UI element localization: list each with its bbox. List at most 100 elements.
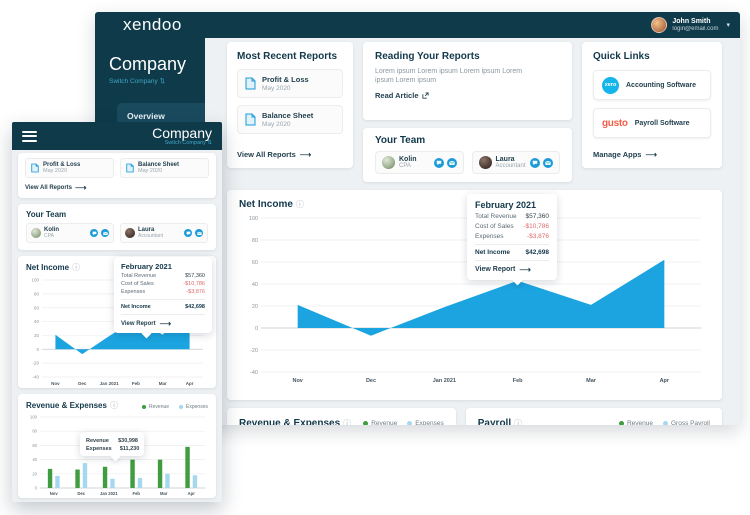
chat-icon xyxy=(186,231,190,235)
view-report-link[interactable]: View Report ⟶ xyxy=(475,265,531,274)
svg-text:Feb: Feb xyxy=(132,381,140,386)
report-profit-loss[interactable]: Profit & Loss May 2020 xyxy=(237,69,343,98)
svg-text:Mar: Mar xyxy=(160,491,168,496)
read-article-link[interactable]: Read Article xyxy=(375,91,560,100)
report-balance-sheet[interactable]: Balance Sheet May 2020 xyxy=(237,105,343,134)
svg-text:Apr: Apr xyxy=(660,378,670,384)
svg-text:40: 40 xyxy=(32,457,37,462)
xero-link[interactable]: xero Accounting Software xyxy=(593,70,711,100)
info-icon[interactable]: ⓘ xyxy=(295,200,304,209)
team-member-kolin[interactable]: Kolin CPA xyxy=(375,151,464,174)
company-title: Company xyxy=(152,125,212,141)
chat-button[interactable] xyxy=(530,157,540,168)
chevron-down-icon[interactable]: ▾ xyxy=(726,22,730,29)
most-recent-reports-card: Most Recent Reports Profit & Loss May 20… xyxy=(227,42,353,168)
svg-text:60: 60 xyxy=(252,260,258,266)
email-button[interactable] xyxy=(543,157,553,168)
main-content: Most Recent Reports Profit & Loss May 20… xyxy=(205,38,740,425)
svg-text:Nov: Nov xyxy=(292,378,303,384)
view-all-reports-link[interactable]: View All Reports ⟶ xyxy=(237,150,312,159)
info-icon[interactable]: ⓘ xyxy=(72,263,81,272)
mobile-your-team-card: Your Team Kolin CPA xyxy=(18,204,216,250)
team-member-kolin[interactable]: Kolin CPA xyxy=(26,223,114,243)
xendoo-logo: xendoo xyxy=(123,15,182,34)
svg-text:60: 60 xyxy=(34,305,40,310)
svg-text:60: 60 xyxy=(32,443,37,448)
chat-icon xyxy=(92,231,96,235)
switch-icon: ⇅ xyxy=(159,78,166,85)
card-title: Net Income ⓘ xyxy=(239,199,304,210)
chat-icon xyxy=(436,160,441,165)
team-member-laura[interactable]: Laura Accountant xyxy=(471,151,560,174)
svg-text:0: 0 xyxy=(255,326,258,332)
svg-text:-40: -40 xyxy=(32,375,39,380)
chat-button[interactable] xyxy=(90,229,98,237)
user-menu[interactable]: John Smith login@email.com ▾ xyxy=(651,17,730,33)
svg-text:100: 100 xyxy=(249,216,258,222)
switch-company-link[interactable]: Switch Company ⇅ xyxy=(164,140,212,146)
chat-icon xyxy=(532,160,538,165)
net-income-tooltip: February 2021 Total Revenue $57,360 Cost … xyxy=(467,194,557,285)
info-icon[interactable]: ⓘ xyxy=(343,419,352,425)
gross-payroll-dot xyxy=(662,421,668,425)
arrow-right-icon: ⟶ xyxy=(645,150,657,159)
svg-text:20: 20 xyxy=(252,304,258,310)
svg-text:80: 80 xyxy=(252,238,258,244)
chat-button[interactable] xyxy=(433,157,444,168)
svg-text:20: 20 xyxy=(34,333,40,338)
document-icon xyxy=(31,163,39,173)
card-title: Revenue & Expenses ⓘ xyxy=(26,401,118,410)
legend: Revenue Expenses xyxy=(363,420,444,425)
gusto-logo: gusto xyxy=(602,117,628,129)
svg-text:Feb: Feb xyxy=(513,378,523,384)
svg-text:Dec: Dec xyxy=(77,491,85,496)
revenue-dot xyxy=(363,421,369,425)
info-icon[interactable]: ⓘ xyxy=(514,419,523,425)
email-button[interactable] xyxy=(101,229,109,237)
view-all-reports-link[interactable]: View All Reports ⟶ xyxy=(25,183,87,192)
avatar xyxy=(125,228,135,238)
svg-text:-20: -20 xyxy=(250,348,258,354)
xero-logo: xero xyxy=(602,76,619,94)
legend: Revenue Expenses xyxy=(142,404,208,410)
document-icon xyxy=(245,77,256,90)
email-icon xyxy=(196,231,202,235)
card-title: Reading Your Reports xyxy=(375,51,480,62)
article-excerpt: Lorem ipsum Lorem ipsum Lorem ipsum Lore… xyxy=(375,68,523,84)
mobile-recent-reports-card: Profit & Loss May 2020 Balance Sheet May… xyxy=(18,153,216,198)
svg-text:Dec: Dec xyxy=(366,378,376,384)
revenue-expenses-chart[interactable]: 100 80 60 40 20 0 Nov Dec Jan 2021 Feb Mar Apr xyxy=(26,413,210,497)
gusto-link[interactable]: gusto Payroll Software xyxy=(593,108,711,138)
email-button[interactable] xyxy=(195,229,203,237)
svg-text:40: 40 xyxy=(252,282,258,288)
arrow-right-icon: ⟶ xyxy=(299,150,312,159)
external-link-icon xyxy=(421,92,429,99)
svg-text:0: 0 xyxy=(35,485,38,490)
revenue-dot xyxy=(142,404,147,409)
report-balance-sheet[interactable]: Balance Sheet May 2020 xyxy=(120,158,209,178)
manage-apps-link[interactable]: Manage Apps ⟶ xyxy=(593,150,657,159)
hamburger-menu-icon[interactable] xyxy=(22,130,37,142)
report-profit-loss[interactable]: Profit & Loss May 2020 xyxy=(25,158,114,178)
svg-text:-40: -40 xyxy=(250,370,258,376)
info-icon[interactable]: ⓘ xyxy=(109,401,118,410)
svg-text:40: 40 xyxy=(34,319,40,324)
email-button[interactable] xyxy=(446,157,457,168)
switch-company-link[interactable]: Switch Company ⇅ xyxy=(109,78,166,85)
mobile-net-income-card: Net Income ⓘ 100 80 60 40 20 0 -20 -40 Nov Dec Jan … xyxy=(18,256,216,388)
avatar xyxy=(478,156,492,169)
view-report-link[interactable]: View Report ⟶ xyxy=(121,319,172,328)
arrow-right-icon: ⟶ xyxy=(75,183,87,192)
switch-icon: ⇅ xyxy=(207,140,212,146)
email-icon xyxy=(448,160,455,165)
email-icon xyxy=(545,160,551,165)
svg-text:100: 100 xyxy=(31,278,39,283)
chat-button[interactable] xyxy=(184,229,192,237)
svg-text:Apr: Apr xyxy=(188,491,196,496)
svg-text:20: 20 xyxy=(32,471,37,476)
team-member-laura[interactable]: Laura Accountant xyxy=(120,223,208,243)
user-email: login@email.com xyxy=(672,25,719,32)
mobile-revenue-expenses-card: Revenue & Expenses ⓘ Revenue Expenses 100… xyxy=(18,394,216,498)
card-title: Your Team xyxy=(26,210,67,219)
